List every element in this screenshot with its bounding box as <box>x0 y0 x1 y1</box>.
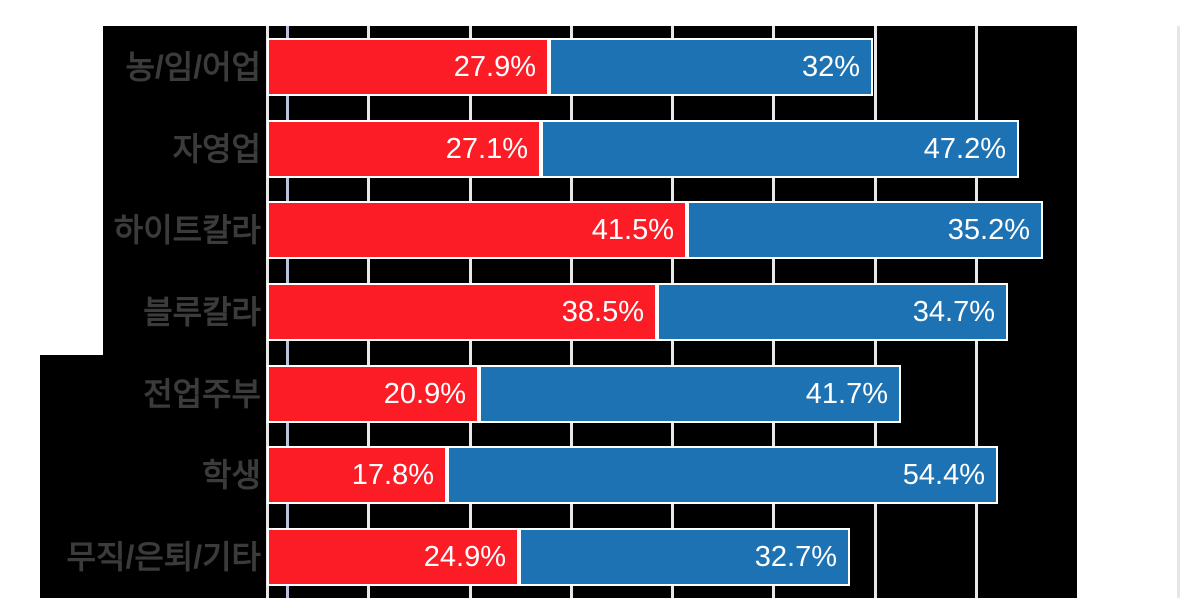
category-label-0: 농/임/어업 <box>125 49 261 85</box>
gridline-90pct <box>1177 26 1180 598</box>
value-label: 54.4% <box>902 458 985 491</box>
value-label: 32% <box>801 50 860 83</box>
value-label: 35.2% <box>947 213 1030 246</box>
bar-segment-red-row-6: 24.9% <box>267 528 519 586</box>
category-label-1: 자영업 <box>172 131 261 167</box>
bar-segment-red-row-4: 20.9% <box>267 365 479 423</box>
value-label: 41.5% <box>591 213 674 246</box>
value-label: 27.1% <box>445 132 528 165</box>
bar-segment-blue-row-0: 32% <box>549 38 873 96</box>
bar-segment-blue-row-1: 47.2% <box>541 120 1019 178</box>
bar-segment-red-row-5: 17.8% <box>267 446 447 504</box>
bar-segment-blue-row-5: 54.4% <box>447 446 998 504</box>
bar-segment-red-row-0: 27.9% <box>267 38 549 96</box>
bar-segment-blue-row-2: 35.2% <box>687 201 1043 259</box>
value-label: 20.9% <box>383 377 466 410</box>
value-label: 38.5% <box>561 295 644 328</box>
bar-segment-blue-row-4: 41.7% <box>479 365 901 423</box>
value-label: 24.9% <box>423 540 506 573</box>
value-label: 27.9% <box>453 50 536 83</box>
value-label: 32.7% <box>754 540 837 573</box>
value-label: 41.7% <box>805 377 888 410</box>
category-label-3: 블루칼라 <box>143 294 261 330</box>
value-label: 17.8% <box>351 458 434 491</box>
category-label-4: 전업주부 <box>143 376 261 412</box>
category-label-2: 하이트칼라 <box>113 212 261 248</box>
bar-segment-red-row-1: 27.1% <box>267 120 541 178</box>
bar-segment-blue-row-6: 32.7% <box>519 528 850 586</box>
bar-segment-red-row-3: 38.5% <box>267 283 657 341</box>
bar-segment-red-row-2: 41.5% <box>267 201 687 259</box>
category-label-5: 학생 <box>202 457 261 493</box>
value-label: 47.2% <box>923 132 1006 165</box>
value-label: 34.7% <box>912 295 995 328</box>
bar-segment-blue-row-3: 34.7% <box>657 283 1008 341</box>
category-label-6: 무직/은퇴/기타 <box>66 539 261 575</box>
